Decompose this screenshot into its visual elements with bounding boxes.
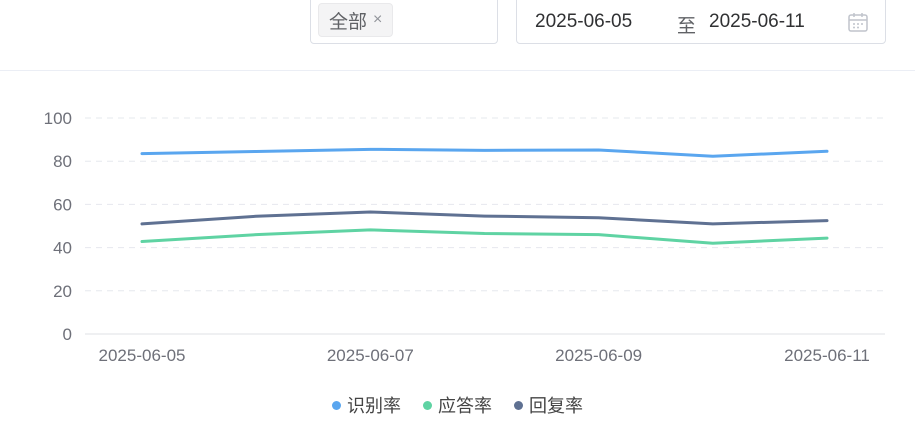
y-tick-label: 100 — [44, 109, 72, 128]
legend-item[interactable]: 回复率 — [514, 392, 583, 418]
legend-item[interactable]: 应答率 — [423, 392, 492, 418]
line-chart: 0 20 40 60 80 100 2025-06-05 2025-06-07 2025-06-… — [44, 109, 885, 365]
y-tick-label: 80 — [53, 152, 72, 171]
series-line — [140, 210, 829, 226]
legend-label: 回复率 — [529, 396, 583, 416]
legend-marker-icon — [514, 400, 523, 410]
series-line — [140, 147, 829, 158]
date-start-input[interactable]: 2025-06-05 — [535, 11, 633, 32]
chart-legend: 识别率 应答率 回复率 — [0, 392, 915, 418]
x-tick-label: 2025-06-11 — [784, 346, 870, 365]
y-tick-label: 60 — [53, 195, 72, 214]
tag-label: 全部 — [329, 11, 368, 33]
calendar-icon[interactable] — [847, 11, 869, 33]
legend-label: 应答率 — [438, 396, 492, 416]
category-select[interactable]: 全部 × — [310, 0, 498, 44]
date-range-picker[interactable]: 2025-06-05 至 2025-06-11 — [516, 0, 886, 44]
legend-item[interactable]: 识别率 — [332, 392, 401, 418]
legend-marker-icon — [332, 400, 341, 410]
series-line — [140, 228, 829, 245]
x-tick-label: 2025-06-09 — [555, 346, 642, 365]
legend-label: 识别率 — [347, 396, 401, 416]
legend-marker-icon — [423, 400, 432, 410]
x-tick-label: 2025-06-07 — [327, 346, 414, 365]
selected-tag: 全部 × — [318, 3, 394, 37]
date-separator: 至 — [677, 16, 697, 37]
tag-close-icon[interactable]: × — [373, 11, 383, 28]
y-tick-label: 0 — [63, 325, 72, 344]
date-end-input[interactable]: 2025-06-11 — [709, 11, 805, 32]
filter-bar: 全部 × 2025-06-05 至 2025-06-11 — [0, 0, 915, 71]
x-tick-label: 2025-06-05 — [99, 346, 186, 365]
y-tick-label: 40 — [53, 239, 72, 258]
y-tick-label: 20 — [53, 282, 72, 301]
